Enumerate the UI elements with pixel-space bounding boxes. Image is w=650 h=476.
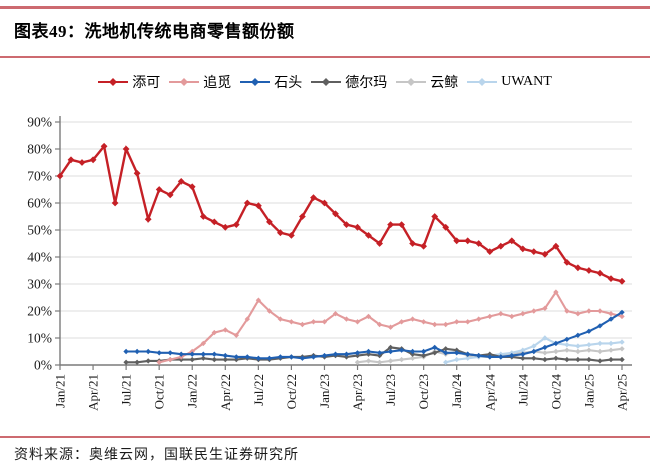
legend-marker-zhuimi-icon — [169, 78, 200, 86]
source-separator-line — [0, 436, 650, 438]
legend-item-yunjing: 云鲸 — [396, 72, 458, 92]
legend-label-yunjing: 云鲸 — [430, 76, 459, 91]
x-axis-label: Oct/24 — [548, 374, 563, 410]
x-axis-label: Apr/21 — [86, 374, 101, 411]
x-axis-label: Oct/23 — [416, 374, 431, 409]
x-axis-label: Jan/22 — [185, 374, 200, 408]
x-axis-label: Apr/24 — [482, 374, 497, 411]
x-axis-label: Jan/21 — [53, 374, 68, 408]
top-separator-line — [0, 6, 650, 9]
x-axis-label: Jul/23 — [383, 374, 398, 406]
x-axis-label: Jan/25 — [581, 374, 596, 408]
figure-title: 图表49：洗地机传统电商零售额份额 — [14, 22, 295, 41]
legend-label-shitou: 石头 — [274, 76, 303, 91]
legend-item-tianke: 添可 — [98, 72, 160, 92]
y-axis-label: 80% — [27, 142, 52, 157]
x-axis-label: Apr/25 — [615, 374, 630, 411]
y-axis-label: 0% — [34, 358, 52, 373]
y-axis-label: 10% — [27, 331, 52, 346]
series-line-tianke — [59, 143, 623, 283]
title-separator-line — [0, 56, 650, 58]
x-axis-label: Jul/22 — [251, 374, 266, 406]
y-axis-label: 40% — [27, 250, 52, 265]
x-axis-label: Oct/22 — [284, 374, 299, 409]
legend-marker-deerma-icon — [311, 78, 342, 86]
legend-item-zhuimi: 追觅 — [169, 72, 231, 92]
series-zhuimi — [156, 289, 625, 365]
series-markers-zhuimi — [156, 289, 625, 365]
y-axis-label: 20% — [27, 304, 52, 319]
series-markers-tianke — [56, 142, 626, 285]
y-axis-label: 70% — [27, 169, 52, 184]
legend-item-deerma: 德尔玛 — [311, 72, 387, 92]
series-line-deerma — [126, 346, 622, 364]
y-axis-label: 90% — [27, 115, 52, 130]
legend-label-uwant: UWANT — [501, 74, 552, 89]
x-axis-label: Apr/23 — [350, 374, 365, 411]
series-deerma — [123, 344, 625, 365]
legend-item-shitou: 石头 — [240, 72, 302, 92]
x-axis-label: Jul/24 — [515, 374, 530, 406]
legend-marker-shitou-icon — [240, 78, 271, 86]
legend-marker-yunjing-icon — [396, 78, 427, 86]
legend-label-zhuimi: 追觅 — [203, 76, 232, 91]
chart-legend: 添可 追觅 石头 德尔玛 云鲸 UWANT — [0, 72, 650, 92]
x-axis-label: Jan/23 — [317, 374, 332, 408]
series-line-shitou — [126, 311, 623, 360]
x-axis-label: Jul/21 — [119, 374, 134, 406]
legend-label-deerma: 德尔玛 — [345, 76, 388, 91]
legend-item-uwant: UWANT — [467, 74, 552, 90]
series-shitou — [123, 309, 625, 361]
legend-marker-tianke-icon — [98, 78, 129, 86]
x-axis-label: Oct/21 — [152, 374, 167, 409]
source-text: 资料来源：奥维云网，国联民生证券研究所 — [14, 448, 299, 463]
line-chart: 0% 10% 20% 30% 40% 50% 60% 70% 80% 90% Jan/21 Apr/2… — [27, 115, 632, 411]
y-axis-label: 60% — [27, 196, 52, 211]
x-axis-label: Apr/22 — [218, 374, 233, 411]
legend-marker-uwant-icon — [467, 78, 498, 86]
y-axis-label: 50% — [27, 223, 52, 238]
legend-label-tianke: 添可 — [132, 76, 161, 91]
x-axis-label: Jan/24 — [449, 374, 464, 408]
series-uwant — [443, 335, 625, 365]
series-tianke — [56, 142, 626, 285]
y-axis-label: 30% — [27, 277, 52, 292]
